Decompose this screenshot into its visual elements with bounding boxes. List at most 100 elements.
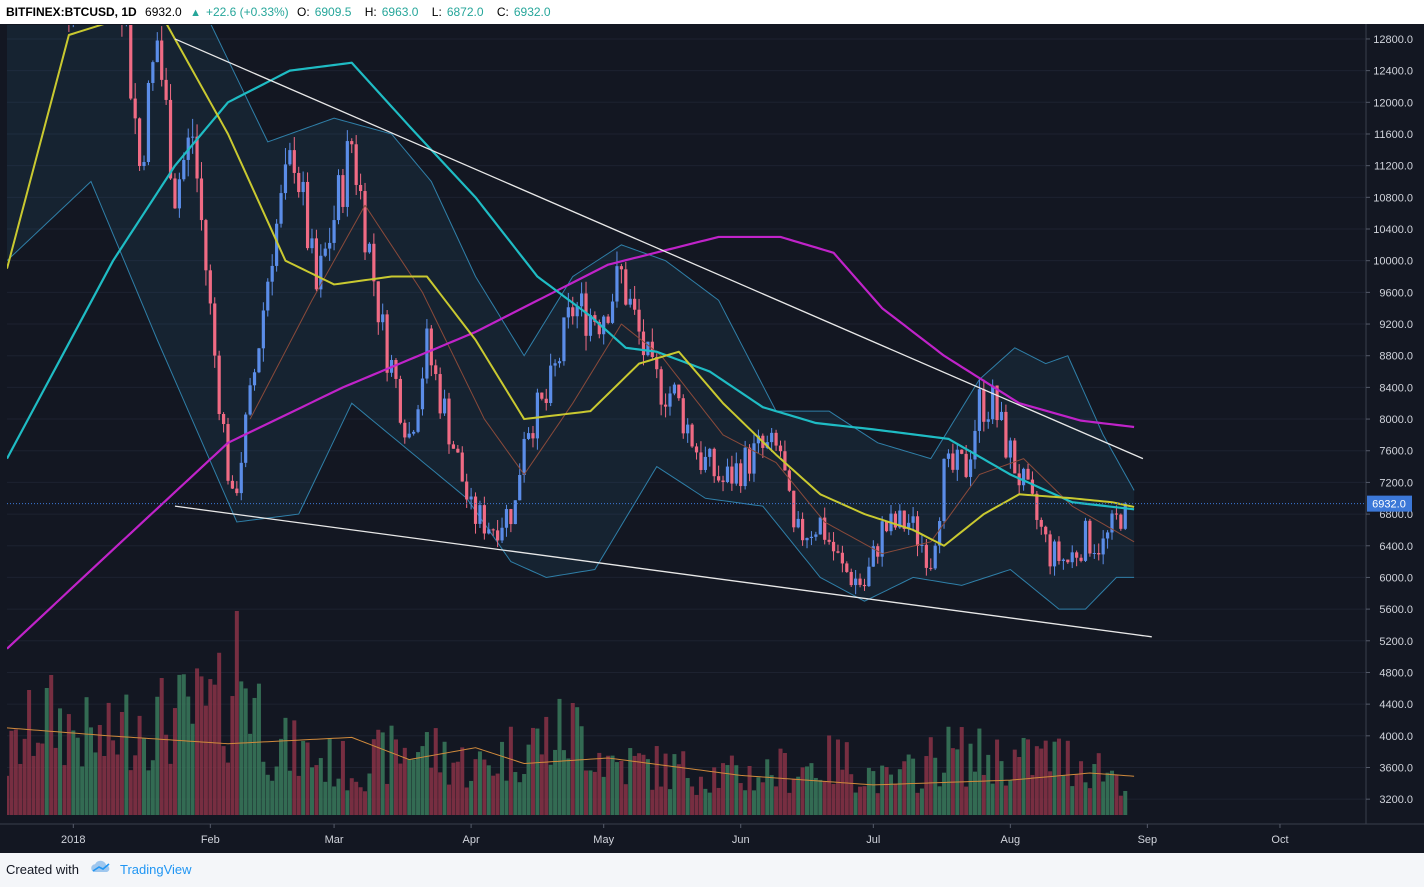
- volume-bar: [734, 765, 739, 815]
- volume-bar: [164, 734, 169, 815]
- candle-body: [955, 449, 959, 470]
- volume-bar: [248, 733, 253, 815]
- volume-bar: [332, 786, 337, 815]
- volume-bar: [301, 740, 306, 815]
- tradingview-link[interactable]: TradingView: [120, 862, 192, 877]
- volume-bar: [610, 755, 615, 815]
- candle-body: [1110, 513, 1114, 533]
- volume-bar: [460, 747, 465, 815]
- candle-body: [513, 500, 517, 525]
- volume-bar: [575, 707, 580, 815]
- volume-bar: [31, 755, 36, 815]
- volume-bar: [760, 782, 765, 815]
- volume-bar: [805, 766, 810, 815]
- ma-brown-line: [249, 204, 1135, 555]
- candle-body: [999, 411, 1004, 421]
- candle-body: [712, 448, 716, 477]
- candle-body: [783, 451, 787, 471]
- volume-bar: [309, 767, 314, 815]
- volume-bar: [831, 783, 836, 815]
- candle-body: [845, 563, 849, 572]
- symbol-title[interactable]: BITFINEX:BTCUSD, 1D: [6, 5, 137, 19]
- candle-body: [478, 505, 482, 524]
- volume-bar: [650, 789, 655, 815]
- volume-bar: [508, 726, 513, 815]
- candle-body: [610, 301, 615, 323]
- candle-body: [133, 98, 137, 119]
- trendlines[interactable]: [7, 38, 1366, 638]
- volume-bar: [928, 737, 933, 815]
- candle-body: [332, 220, 336, 243]
- volume-bar: [345, 790, 350, 815]
- volume-bar: [318, 758, 323, 815]
- candle-body: [668, 393, 672, 407]
- candle-body: [323, 248, 327, 256]
- candle-body: [142, 162, 146, 167]
- upper-trendline[interactable]: [174, 38, 1144, 460]
- lower-trendline[interactable]: [174, 505, 1152, 638]
- volume-bar: [274, 766, 279, 815]
- volume-bar: [1012, 749, 1017, 815]
- candle-body: [615, 266, 619, 302]
- y-tick-label: 12000.0: [1373, 97, 1413, 109]
- candle-body: [535, 392, 539, 439]
- candle-body: [425, 328, 429, 379]
- volume-bar: [9, 730, 14, 815]
- candle-body: [469, 496, 473, 500]
- volume-bar: [681, 751, 686, 815]
- price-chart[interactable]: 12800.0 12400.0 12000.0 11600.0 11200.0 10800…: [0, 24, 1424, 853]
- volume-bar: [623, 784, 628, 815]
- volume-bar: [429, 767, 434, 815]
- candle-body: [195, 136, 199, 179]
- candle-body: [376, 281, 380, 323]
- candle-body: [434, 365, 438, 375]
- volume-bar: [628, 748, 633, 815]
- candle-body: [504, 509, 509, 528]
- x-tick-label: Feb: [201, 834, 220, 846]
- candle-body: [500, 527, 504, 541]
- volume-bar: [557, 698, 562, 815]
- candle-body: [858, 578, 862, 585]
- volume-bar: [840, 769, 845, 815]
- volume-bar: [645, 759, 650, 815]
- volume-bar: [641, 754, 646, 815]
- candle-body: [717, 476, 721, 481]
- volume-bar: [270, 780, 275, 815]
- candle-body: [739, 463, 743, 487]
- volume-bar: [49, 674, 54, 815]
- volume-bar: [111, 740, 116, 815]
- x-tick-label: May: [593, 834, 614, 846]
- volume-bar: [977, 728, 982, 815]
- volume-bar: [1056, 738, 1061, 815]
- volume-bar: [376, 729, 381, 815]
- candle-body: [1092, 553, 1096, 555]
- candle-body: [1075, 552, 1079, 558]
- y-tick-label: 7200.0: [1379, 477, 1413, 489]
- candle-body: [575, 306, 579, 317]
- volume-bar: [796, 776, 801, 815]
- volume-bar: [778, 748, 783, 815]
- volume-bar: [1017, 757, 1022, 815]
- candle-body: [933, 545, 937, 569]
- candle-body: [942, 458, 946, 522]
- volume-bar: [137, 715, 142, 815]
- candle-body: [244, 414, 248, 463]
- candle-body: [756, 435, 760, 444]
- volume-bar: [535, 728, 540, 815]
- volume-bar: [119, 711, 124, 815]
- volume-bar: [1030, 774, 1035, 815]
- volume-bar: [703, 788, 708, 815]
- volume-bar: [553, 749, 558, 815]
- volume-bar: [924, 756, 929, 815]
- volume-bar: [186, 696, 191, 815]
- volume-bar: [676, 764, 681, 815]
- candle-body: [341, 175, 345, 207]
- close-value: 6932.0: [513, 5, 551, 19]
- candle-body: [328, 242, 332, 249]
- y-tick-label: 6800.0: [1379, 509, 1413, 521]
- y-tick-label: 11200.0: [1374, 161, 1413, 173]
- candle-body: [1035, 493, 1039, 520]
- open-value: 6909.5: [314, 5, 352, 19]
- candle-body: [1066, 559, 1070, 563]
- candle-body: [659, 369, 663, 405]
